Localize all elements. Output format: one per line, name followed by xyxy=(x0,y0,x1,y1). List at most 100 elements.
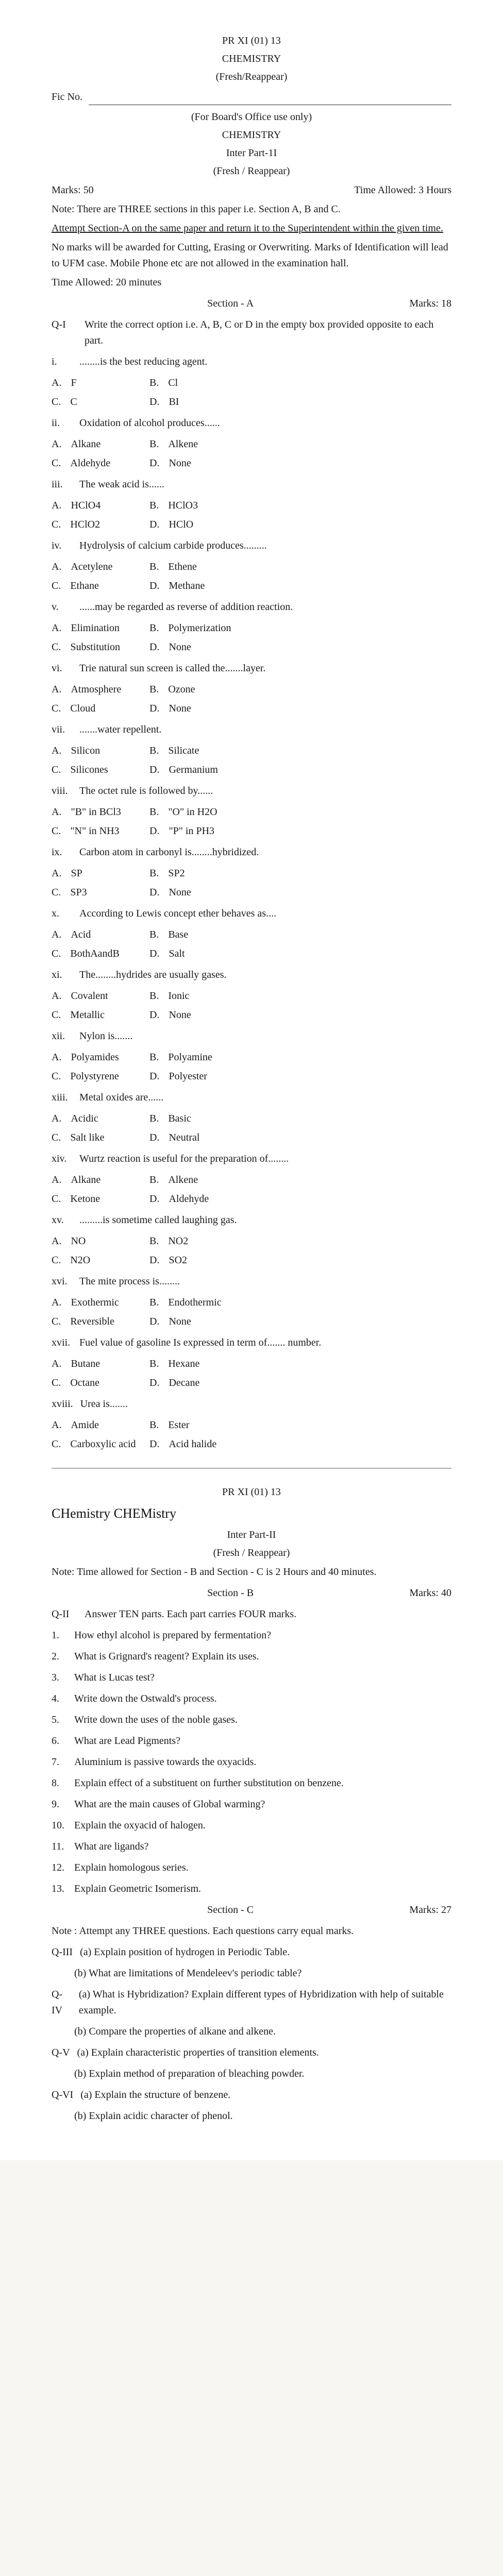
mcq-stem: xi.The........hydrides are usually gases… xyxy=(52,967,451,983)
mcq-option-row: A.SPB.SP2 xyxy=(52,866,451,882)
mcq-option: A.Acid xyxy=(52,927,144,943)
mcq-option: B.Alkene xyxy=(149,436,242,452)
long-question-b: (b) Explain acidic character of phenol. xyxy=(52,2108,451,2124)
mcq-option: C.Cloud xyxy=(52,701,144,717)
mcq-stem: ix.Carbon atom in carbonyl is........hyb… xyxy=(52,844,451,860)
mcq-option-row: C.BothAandBD.Salt xyxy=(52,946,451,962)
mcq-option: C.Carboxylic acid xyxy=(52,1436,144,1452)
mcq-option-row: A.AlkaneB.Alkene xyxy=(52,1172,451,1188)
mcq-stem: x.According to Lewis concept ether behav… xyxy=(52,906,451,922)
note-sections: Note: There are THREE sections in this p… xyxy=(52,201,451,217)
mcq-option: C.Ethane xyxy=(52,578,144,594)
mcq-option: C.HClO2 xyxy=(52,517,144,533)
mcq-option: A.Acetylene xyxy=(52,559,144,575)
mcq-option: C.BothAandB xyxy=(52,946,144,962)
q1-row: Q-I Write the correct option i.e. A, B, … xyxy=(52,317,451,349)
short-q-list: 1.How ethyl alcohol is prepared by ferme… xyxy=(52,1628,451,1897)
mcq-option: D.None xyxy=(149,639,242,655)
fresh-3: (Fresh / Reappear) xyxy=(52,1545,451,1561)
mcq-option: C.Reversible xyxy=(52,1314,144,1330)
mcq-stem: vi.Trie natural sun screen is called the… xyxy=(52,660,451,676)
mcq-option: C.Metallic xyxy=(52,1007,144,1023)
mcq-option-row: A.AcidB.Base xyxy=(52,927,451,943)
short-question: 5.Write down the uses of the noble gases… xyxy=(52,1712,451,1728)
mcq-stem: viii.The octet rule is followed by...... xyxy=(52,783,451,799)
note-sec-c: Note : Attempt any THREE questions. Each… xyxy=(52,1923,451,1939)
mcq-option: B.Polyamine xyxy=(149,1049,242,1065)
mcq-option-row: C.SubstitutionD.None xyxy=(52,639,451,655)
mcq-option: D.SO2 xyxy=(149,1252,242,1268)
mcq-option: C.Polystyrene xyxy=(52,1069,144,1084)
paper-code: PR XI (01) 13 xyxy=(52,33,451,49)
mcq-option-row: C.CloudD.None xyxy=(52,701,451,717)
mcq-option-row: C.Ethane D.Methane xyxy=(52,578,451,594)
paper-code-2: PR XI (01) 13 xyxy=(52,1484,451,1500)
short-question: 10.Explain the oxyacid of halogen. xyxy=(52,1818,451,1834)
short-question: 4.Write down the Ostwald's process. xyxy=(52,1691,451,1707)
mcq-option: A.Amide xyxy=(52,1417,144,1433)
mcq-option: C.N2O xyxy=(52,1252,144,1268)
short-question: 9.What are the main causes of Global war… xyxy=(52,1797,451,1812)
mcq-option-row: A.AcetyleneB.Ethene xyxy=(52,559,451,575)
mcq-option-row: C.Salt likeD.Neutral xyxy=(52,1130,451,1146)
mcq-stem: xvi.The mite process is........ xyxy=(52,1274,451,1290)
mcq-option: A.Covalent xyxy=(52,988,144,1004)
mcq-option-row: A.HClO4B.HClO3 xyxy=(52,498,451,514)
mcq-option-row: C.HClO2D.HClO xyxy=(52,517,451,533)
time-a: Time Allowed: 20 minutes xyxy=(52,275,451,291)
long-question-a: Q-V(a) Explain characteristic properties… xyxy=(52,2045,451,2061)
mcq-stem: iv.Hydrolysis of calcium carbide produce… xyxy=(52,538,451,554)
section-a-header: Section - AMarks: 18 xyxy=(52,296,451,312)
mcq-option-row: A.AtmosphereB.Ozone xyxy=(52,682,451,698)
mcq-stem: xiii.Metal oxides are...... xyxy=(52,1090,451,1106)
mcq-option-row: A.Butane B.Hexane xyxy=(52,1356,451,1372)
mcq-stem: xviii.Urea is....... xyxy=(52,1396,451,1412)
mcq-option: B."O" in H2O xyxy=(149,804,242,820)
mcq-option-row: A.SiliconB.Silicate xyxy=(52,743,451,759)
mcq-option: B.Cl xyxy=(149,375,242,391)
mcq-option: D.Acid halide xyxy=(149,1436,242,1452)
mcq-option-row: A.CovalentB.Ionic xyxy=(52,988,451,1004)
long-question-b: (b) Compare the properties of alkane and… xyxy=(52,2024,451,2040)
mcq-option: B.Silicate xyxy=(149,743,242,759)
long-question-b: (b) Explain method of preparation of ble… xyxy=(52,2066,451,2082)
mcq-option: B.Hexane xyxy=(149,1356,242,1372)
inter-part: Inter Part-1I xyxy=(52,145,451,161)
mcq-option: D.BI xyxy=(149,394,242,410)
mcq-option: A.Elimination xyxy=(52,620,144,636)
mcq-option: D.None xyxy=(149,885,242,901)
mcq-option: B.NO2 xyxy=(149,1233,242,1249)
mcq-option: D.Methane xyxy=(149,578,242,594)
mcq-option: D.None xyxy=(149,455,242,471)
mcq-option: A."B" in BCl3 xyxy=(52,804,144,820)
mcq-option: A.Polyamides xyxy=(52,1049,144,1065)
subject: CHEMISTRY xyxy=(52,51,451,67)
mcq-stem: ii.Oxidation of alcohol produces...... xyxy=(52,415,451,431)
mcq-option-row: C.SP3D.None xyxy=(52,885,451,901)
mcq-option: D."P" in PH3 xyxy=(149,823,242,839)
mcq-option: B.Basic xyxy=(149,1111,242,1127)
short-question: 6.What are Lead Pigments? xyxy=(52,1733,451,1749)
mcq-stem: xv..........is sometime called laughing … xyxy=(52,1212,451,1228)
mcq-option-row: A.EliminationB.Polymerization xyxy=(52,620,451,636)
page-divider xyxy=(52,1468,451,1469)
mcq-option: D.Polyester xyxy=(149,1069,242,1084)
mcq-option-row: C.AldehydeD.None xyxy=(52,455,451,471)
exam-paper: PR XI (01) 13 CHEMISTRY (Fresh/Reappear)… xyxy=(0,0,503,2160)
mcq-option: A.Acidic xyxy=(52,1111,144,1127)
mcq-option: A.Alkane xyxy=(52,436,144,452)
mcq-option-row: A."B" in BCl3 B."O" in H2O xyxy=(52,804,451,820)
mcq-option-row: C."N" in NH3D."P" in PH3 xyxy=(52,823,451,839)
inter-part-2: Inter Part-II xyxy=(52,1527,451,1543)
section-c-header: Section - CMarks: 27 xyxy=(52,1902,451,1918)
mcq-option: D.None xyxy=(149,1314,242,1330)
mcq-option: A.Exothermic xyxy=(52,1295,144,1311)
mcq-option: A.NO xyxy=(52,1233,144,1249)
mcq-option: A.Butane xyxy=(52,1356,144,1372)
mcq-option: B.HClO3 xyxy=(149,498,242,514)
q2-row: Q-II Answer TEN parts. Each part carries… xyxy=(52,1606,451,1622)
mcq-option-row: C.Reversible D.None xyxy=(52,1314,451,1330)
mcq-stem: v.......may be regarded as reverse of ad… xyxy=(52,599,451,615)
note-time-bc: Note: Time allowed for Section - B and S… xyxy=(52,1564,451,1580)
short-question: 1.How ethyl alcohol is prepared by ferme… xyxy=(52,1628,451,1643)
